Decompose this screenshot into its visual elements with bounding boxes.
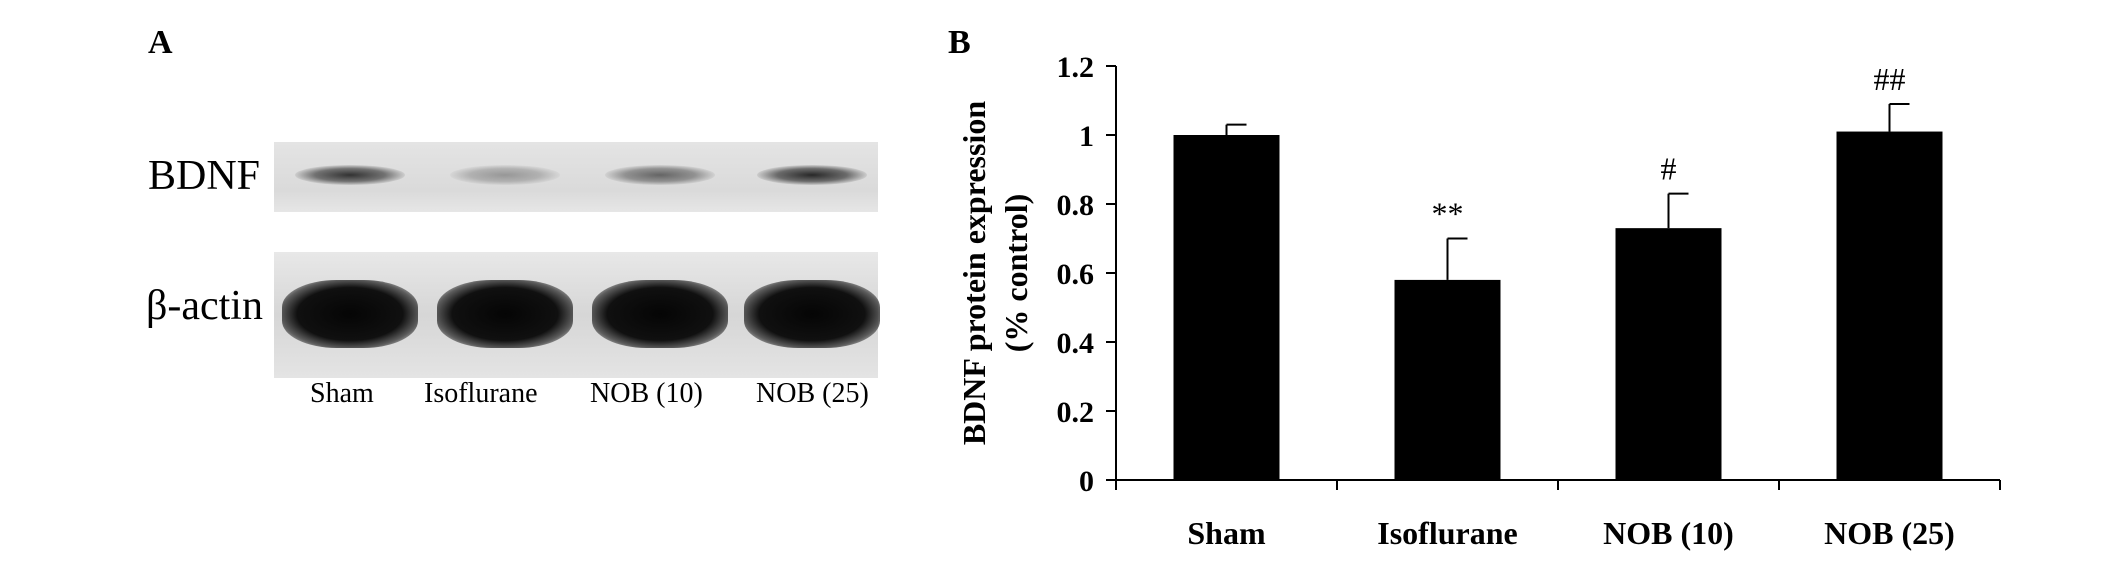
blot-row-label-bdnf: BDNF (148, 153, 261, 199)
y-tick-label-2: 0.4 (1057, 327, 1095, 360)
actin-band-3 (744, 280, 880, 348)
bar-2 (1615, 228, 1722, 480)
actin-band-2 (592, 280, 728, 348)
panel-b-label: B (948, 24, 971, 61)
y-tick-label-5: 1 (1079, 120, 1094, 153)
bar-3 (1836, 131, 1943, 481)
lane-label-1: Isoflurane (424, 378, 538, 409)
bdnf-band-2 (605, 165, 715, 185)
y-axis-title-line1: BDNF protein expression (956, 101, 992, 446)
y-axis-title-line2: (% control) (998, 194, 1034, 352)
lane-label-2: NOB (10) (590, 378, 703, 409)
lane-label-0: Sham (310, 378, 374, 409)
x-category-label-0: Sham (1187, 515, 1266, 551)
bdnf-band-0 (295, 165, 405, 185)
y-tick-label-6: 1.2 (1057, 51, 1095, 84)
bar-1 (1394, 279, 1501, 480)
bdnf-band-3 (757, 165, 867, 185)
y-tick-label-0: 0 (1079, 465, 1094, 498)
lane-label-3: NOB (25) (756, 378, 869, 409)
bdnf-band-1 (450, 165, 560, 185)
blot-row-label-actin: β-actin (146, 283, 263, 329)
y-tick-label-4: 0.8 (1057, 189, 1095, 222)
y-tick-label-1: 0.2 (1057, 396, 1095, 429)
actin-band-1 (437, 280, 573, 348)
bar-0 (1173, 135, 1280, 480)
significance-mark-1: ** (1432, 196, 1464, 232)
y-tick-label-3: 0.6 (1057, 258, 1095, 291)
actin-band-0 (282, 280, 418, 348)
significance-mark-2: # (1661, 151, 1677, 187)
x-category-label-1: Isoflurane (1377, 515, 1517, 551)
x-category-label-3: NOB (25) (1824, 515, 1955, 551)
x-category-label-2: NOB (10) (1603, 515, 1734, 551)
significance-mark-3: ## (1874, 61, 1906, 97)
panel-a-label: A (148, 24, 173, 61)
